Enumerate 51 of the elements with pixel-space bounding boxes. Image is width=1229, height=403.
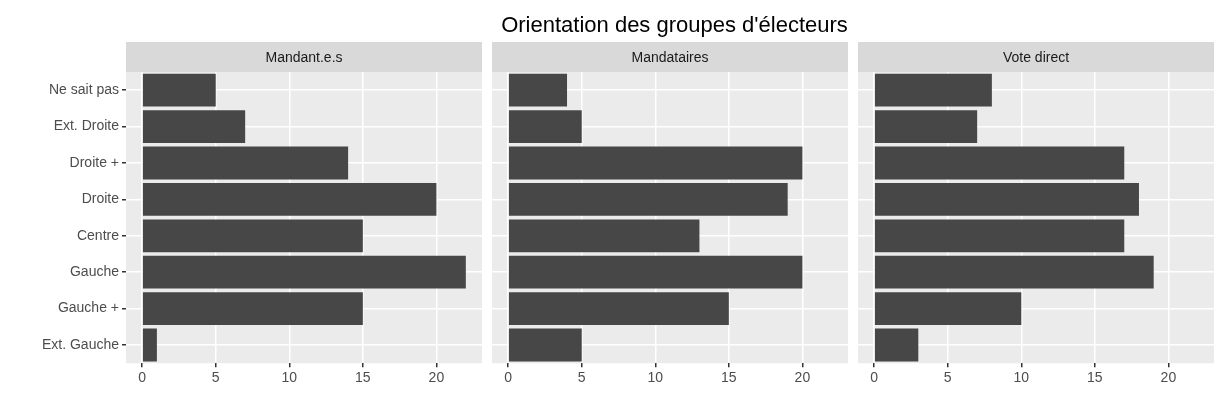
x-tick-label: 5: [211, 369, 220, 386]
bar: [142, 255, 466, 289]
bar: [874, 110, 978, 143]
x-tick-label: 10: [647, 369, 664, 386]
y-tick-label: Gauche: [69, 263, 120, 280]
bar: [508, 183, 788, 216]
x-tick-label: 20: [794, 369, 811, 386]
x-tick-label: 15: [721, 369, 737, 386]
bar: [142, 183, 437, 216]
y-tick-label: Ext. Droite: [53, 117, 120, 134]
bar: [874, 328, 919, 362]
bar: [508, 219, 700, 253]
x-tick-label: 10: [1013, 369, 1030, 386]
bar: [508, 255, 803, 289]
bar: [142, 110, 246, 143]
y-tick-label: Droite: [81, 190, 120, 207]
x-tick-label: 0: [138, 369, 147, 386]
x-tick-label: 20: [1160, 369, 1177, 386]
y-tick-label: Gauche +: [57, 299, 119, 316]
bar: [142, 328, 157, 362]
bar: [874, 292, 1022, 325]
bar: [508, 146, 803, 180]
bar: [874, 73, 992, 107]
y-tick-label: Droite +: [69, 153, 119, 170]
bar: [874, 146, 1125, 180]
y-tick-label: Ne sait pas: [48, 81, 119, 98]
bar: [142, 73, 216, 107]
x-tick-label: 20: [428, 369, 445, 386]
x-tick-label: 5: [577, 369, 586, 386]
chart-subtitle: Mandant.e.s: [126, 42, 482, 72]
x-tick-label: 15: [355, 369, 371, 386]
x-tick-label: 15: [1087, 369, 1103, 386]
x-tick-label: 0: [870, 369, 879, 386]
bar: [142, 146, 349, 180]
y-tick-label: Ext. Gauche: [41, 335, 120, 352]
x-tick-label: 0: [504, 369, 513, 386]
bar: [142, 292, 363, 325]
bar: [874, 219, 1125, 253]
bar: [142, 219, 363, 253]
bar: [874, 255, 1154, 289]
bar: [508, 292, 729, 325]
chart-subtitle: Mandataires: [492, 42, 848, 72]
bar: [508, 73, 568, 107]
bar: [508, 328, 582, 362]
text: Orientation des groupes d'électeurs: [501, 12, 848, 37]
bar: [874, 183, 1139, 216]
y-tick-label: Centre: [76, 226, 120, 243]
x-tick-label: 10: [281, 369, 298, 386]
bar: [508, 110, 582, 143]
x-tick-label: 5: [943, 369, 952, 386]
chart-subtitle: Vote direct: [858, 42, 1214, 72]
